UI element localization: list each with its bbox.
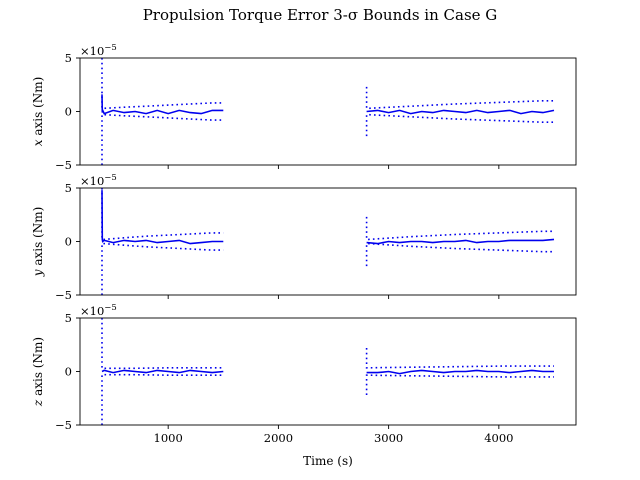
panel-3-y-tick-label-2: 0 <box>65 365 72 379</box>
series-line-panel3-solid-1-seg2 <box>366 369 554 375</box>
x-tick-label-2: 2000 <box>264 431 293 445</box>
series-line-panel1-dotted-3-seg1 <box>101 113 224 165</box>
series-line-panel2-dotted-2-seg1 <box>101 188 224 241</box>
series-line-panel3-dotted-2-seg2 <box>365 348 554 369</box>
series-line-panel3-dotted-3-seg1 <box>101 373 224 425</box>
x-tick-label-3: 3000 <box>374 431 403 445</box>
series-line-panel1-dotted-2-seg1 <box>101 58 224 110</box>
series-line-panel2-dotted-3-seg2 <box>365 242 554 267</box>
panel-2-y-tick-label-2: 0 <box>65 235 72 249</box>
panel-3-y-tick-label-3: 5 <box>65 311 72 325</box>
panel-1-y-axis-label: x axis (Nm) <box>31 77 45 147</box>
x-axis-label: Time (s) <box>303 454 353 468</box>
panel-2-y-axis-label: y axis (Nm) <box>31 207 45 278</box>
series-line-panel1-solid-1-seg2 <box>366 109 555 115</box>
series-line-panel2-dotted-3-seg1 <box>101 242 224 295</box>
panel-2-exponent-label: ×10−5 <box>80 173 117 188</box>
x-tick-label-4: 4000 <box>484 431 513 445</box>
panel-3-y-axis-label: z axis (Nm) <box>31 337 45 407</box>
series-line-panel2-solid-1-seg2 <box>366 238 555 245</box>
panel-1-y-tick-label-2: 0 <box>65 105 72 119</box>
series-line-panel3-solid-1-seg1 <box>101 369 224 374</box>
x-tick-label-1: 1000 <box>154 431 183 445</box>
series-line-panel3-dotted-2-seg1 <box>101 318 224 370</box>
panel-3-y-tick-label-1: −5 <box>55 418 72 432</box>
series-line-panel1-dotted-2-seg2 <box>365 86 554 110</box>
panel-2-y-tick-label-3: 5 <box>65 181 72 195</box>
series-line-panel1-dotted-3-seg2 <box>365 113 554 137</box>
series-line-panel2-dotted-2-seg2 <box>365 216 554 241</box>
panel-1-y-tick-label-1: −5 <box>55 158 72 172</box>
panel-1-exponent-label: ×10−5 <box>80 43 117 58</box>
chart-title: Propulsion Torque Error 3-σ Bounds in Ca… <box>143 6 498 24</box>
panel-2-y-tick-label-1: −5 <box>55 288 72 302</box>
series-line-panel3-dotted-3-seg2 <box>365 374 554 395</box>
panel-3-exponent-label: ×10−5 <box>80 303 117 318</box>
panel-1-y-tick-label-3: 5 <box>65 51 72 65</box>
series-line-panel2-solid-1-seg1 <box>101 190 224 245</box>
series-line-panel1-solid-1-seg1 <box>101 94 224 115</box>
